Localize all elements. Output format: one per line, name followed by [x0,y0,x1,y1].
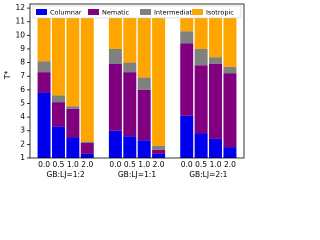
bar-segment [108,8,122,49]
legend-swatch [88,9,99,15]
bar-segment [223,147,237,158]
plot-frame [29,3,245,159]
legend-swatch [36,9,47,15]
bar-segment [194,8,208,49]
bar-segment [194,65,208,134]
bar-segment [223,73,237,148]
y-tick-label: 11 [15,17,25,26]
bar-segment [209,138,223,158]
x-tick-label: 0.0 [181,160,193,169]
y-axis-label: T* [3,71,12,81]
legend-label: Columnar [50,9,82,17]
legend-label: Nematic [102,9,130,17]
bar-segment [180,31,194,44]
legend-swatch [192,9,203,15]
bar-segment [180,43,194,116]
bar-segment [152,145,166,150]
bar-segment [152,153,166,158]
y-tick-label: 5 [20,98,25,107]
bar-segment [66,8,80,107]
bar-segment [80,8,94,142]
bar-segment [51,102,65,127]
x-tick-label: 0.5 [195,160,207,169]
bar-segment [80,141,94,144]
bar-segment [152,8,166,146]
x-tick-label: 0.5 [124,160,136,169]
y-tick-label: 12 [15,3,25,12]
y-tick-label: 8 [20,58,25,67]
bar-segment [51,8,65,96]
bar-segment [137,140,151,158]
bar-segment [66,106,80,109]
bar-segment [80,143,94,154]
bar-segment [194,48,208,66]
y-tick-label: 9 [20,44,25,53]
bar-segment [37,61,51,73]
x-tick-label: 1.0 [138,160,150,169]
bar-segment [223,66,237,74]
x-tick-label: 2.0 [153,160,165,169]
bar-segment [123,62,137,73]
y-tick-label: 7 [20,71,25,80]
bar-segment [66,137,80,158]
x-tick-label: 2.0 [224,160,236,169]
bar-segment [209,8,223,58]
x-tick-label: 0.5 [52,160,64,169]
bar-segment [123,72,137,137]
group-label: GB:LJ=1:1 [118,170,156,179]
x-tick-label: 1.0 [67,160,79,169]
bar-segment [51,95,65,103]
bar-segment [137,77,151,90]
legend-label: Intermediate [154,9,196,17]
y-tick-label: 6 [20,85,25,94]
bar-segment [108,130,122,158]
bar-segment [66,108,80,138]
bar-segment [223,8,237,67]
x-tick-label: 0.0 [38,160,50,169]
bar-segment [80,153,94,158]
bar-segment [209,63,223,139]
bar-segment [51,126,65,158]
bar-segment [108,48,122,64]
bar-segment [209,57,223,64]
bar-segment [108,63,122,131]
bar-segment [137,89,151,141]
y-tick-label: 2 [20,139,25,148]
bar-segment [194,133,208,158]
bar-segment [123,136,137,158]
y-tick-label: 1 [20,153,25,162]
bar-segment [152,149,166,154]
legend-box [32,5,242,19]
legend-label: Isotropic [206,9,234,17]
bar-segment [137,8,151,78]
y-tick-label: 4 [20,112,25,121]
y-tick-label: 3 [20,126,25,135]
bar-segment [37,92,51,158]
x-tick-label: 2.0 [81,160,93,169]
x-tick-label: 1.0 [210,160,222,169]
group-label: GB:LJ=2:1 [189,170,227,179]
bar-segment [37,72,51,93]
legend-swatch [140,9,151,15]
group-label: GB:LJ=1:2 [47,170,85,179]
bar-segment [123,8,137,63]
bar-segment [180,115,194,158]
y-tick-label: 10 [15,30,25,39]
bar-segment [37,8,51,62]
x-tick-label: 0.0 [109,160,121,169]
